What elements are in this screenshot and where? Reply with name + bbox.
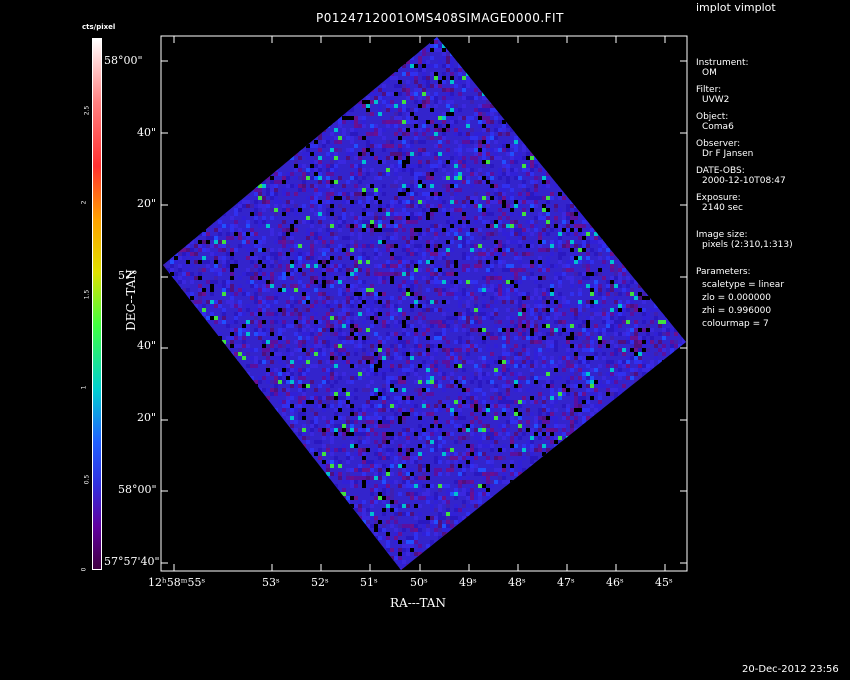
imagesize-label: Image size: <box>696 230 748 240</box>
x-tick-label: 53ˢ <box>262 576 280 589</box>
y-tick-label: 20" <box>137 197 157 210</box>
date-value: 2000-12-10T08:47 <box>702 176 786 186</box>
observer-value: Dr F Jansen <box>702 149 754 159</box>
zhi-value: zhi = 0.996000 <box>702 306 772 316</box>
y-tick-label: 58°00" <box>118 483 157 496</box>
x-tick-label: 45ˢ <box>655 576 673 589</box>
axis-ticks <box>161 36 687 571</box>
colorbar-label: cts/pixel <box>82 23 116 31</box>
colourmap-value: colourmap = 7 <box>702 319 769 329</box>
y-tick-label: 58°00" <box>104 54 143 67</box>
y-tick-label: 40" <box>137 339 157 352</box>
y-axis-label: DEC--TAN <box>123 269 138 331</box>
x-tick-label: 47ˢ <box>557 576 575 589</box>
sky-image <box>163 37 686 570</box>
timestamp: 20-Dec-2012 23:56 <box>742 664 839 675</box>
x-tick-label: 48ˢ <box>508 576 526 589</box>
y-tick-label: 40" <box>137 126 157 139</box>
colorbar <box>92 38 102 570</box>
x-tick-label: 51ˢ <box>360 576 378 589</box>
x-tick-label: 12ʰ58ᵐ55ˢ <box>148 576 206 589</box>
x-axis-label: RA---TAN <box>390 596 446 610</box>
exposure-label: Exposure: <box>696 193 741 203</box>
x-tick-label: 49ˢ <box>459 576 477 589</box>
x-tick-label: 50ˢ <box>410 576 428 589</box>
y-tick-label: 20" <box>137 411 157 424</box>
observer-label: Observer: <box>696 139 741 149</box>
date-label: DATE-OBS: <box>696 166 745 176</box>
info-panel: Instrument: OM Filter: UVW2 Object: Coma… <box>696 58 793 329</box>
filter-label: Filter: <box>696 85 722 95</box>
plot-frame <box>160 35 688 572</box>
instrument-label: Instrument: <box>696 58 749 68</box>
scaletype-value: scaletype = linear <box>702 280 785 290</box>
y-tick-label: 57°57'40" <box>104 555 160 568</box>
parameters-label: Parameters: <box>696 267 751 277</box>
imagesize-value: pixels (2:310,1:313) <box>702 240 793 250</box>
window-title: implot vimplot <box>696 1 776 14</box>
exposure-value: 2140 sec <box>702 203 743 213</box>
plot-title: P0124712001OMS408SIMAGE0000.FIT <box>316 11 564 25</box>
x-tick-label: 46ˢ <box>606 576 624 589</box>
object-label: Object: <box>696 112 729 122</box>
filter-value: UVW2 <box>702 95 730 105</box>
object-value: Coma6 <box>702 122 734 132</box>
zlo-value: zlo = 0.000000 <box>702 293 771 303</box>
instrument-value: OM <box>702 68 717 78</box>
x-tick-label: 52ˢ <box>311 576 329 589</box>
y-tick-label: 57° <box>118 269 138 282</box>
